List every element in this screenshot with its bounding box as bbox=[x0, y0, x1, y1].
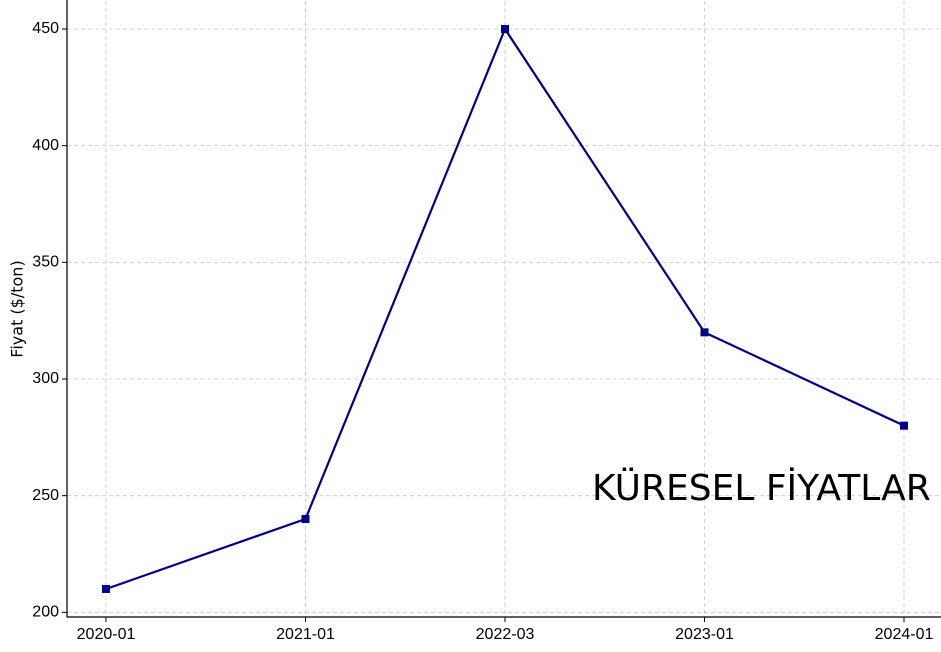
y-axis-label: Fiyat ($/ton) bbox=[8, 260, 27, 357]
y-tick-label: 300 bbox=[32, 370, 59, 387]
x-tick-label: 2024-01 bbox=[875, 626, 934, 643]
x-tick-label: 2020-01 bbox=[77, 626, 136, 643]
x-tick-label: 2021-01 bbox=[276, 626, 335, 643]
y-tick-label: 400 bbox=[32, 137, 59, 154]
y-tick-label: 250 bbox=[32, 487, 59, 504]
annotation: KÜRESEL FİYATLAR bbox=[592, 467, 931, 509]
marker bbox=[102, 585, 110, 593]
marker bbox=[900, 421, 908, 430]
x-tick-label: 2022-03 bbox=[476, 626, 535, 643]
x-tick-label: 2023-01 bbox=[675, 626, 734, 643]
y-tick-label: 450 bbox=[32, 20, 59, 37]
y-tick-label: 350 bbox=[32, 254, 59, 271]
marker bbox=[700, 328, 709, 337]
y-tick-label: 200 bbox=[32, 604, 59, 621]
marker bbox=[301, 515, 310, 523]
marker bbox=[501, 25, 509, 33]
